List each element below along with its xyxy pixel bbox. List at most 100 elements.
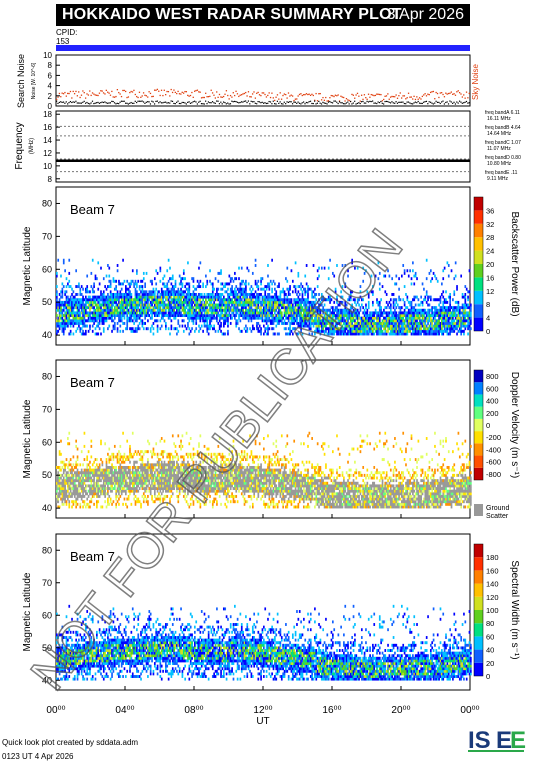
scatter-cell bbox=[213, 303, 215, 307]
sky-noise-point bbox=[260, 94, 262, 97]
scatter-cell bbox=[111, 487, 113, 490]
scatter-cell bbox=[414, 324, 417, 328]
scatter-cell bbox=[399, 311, 402, 315]
scatter-cell bbox=[278, 314, 280, 317]
scatter-cell bbox=[136, 282, 138, 286]
scatter-cell bbox=[358, 332, 360, 336]
scatter-cell bbox=[385, 332, 388, 336]
scatter-cell bbox=[405, 314, 407, 317]
scatter-cell bbox=[209, 306, 211, 310]
search-noise-point bbox=[79, 102, 81, 104]
sky-noise-point bbox=[69, 90, 72, 93]
sky-noise-point bbox=[463, 94, 465, 96]
scatter-cell bbox=[349, 314, 352, 317]
scatter-cell bbox=[286, 298, 289, 302]
scatter-cell bbox=[196, 295, 199, 299]
scatter-cell bbox=[113, 455, 116, 459]
scatter-cell bbox=[202, 303, 204, 307]
scatter-cell bbox=[89, 468, 91, 472]
scatter-cell bbox=[407, 329, 410, 333]
scatter-cell bbox=[406, 327, 409, 331]
scatter-cell bbox=[276, 321, 279, 325]
scatter-cell bbox=[254, 311, 257, 315]
scatter-cell bbox=[163, 306, 166, 310]
scatter-cell bbox=[224, 314, 227, 317]
search-noise-point bbox=[305, 101, 307, 104]
scatter-cell bbox=[454, 314, 457, 317]
scatter-cell bbox=[377, 314, 380, 317]
scatter-cell bbox=[62, 300, 65, 304]
search-noise-point bbox=[189, 102, 192, 104]
scatter-cell bbox=[127, 316, 130, 320]
scatter-cell bbox=[412, 324, 414, 328]
scatter-cell bbox=[217, 321, 220, 325]
search-noise-point bbox=[104, 101, 106, 103]
scatter-cell bbox=[86, 287, 89, 291]
scatter-cell bbox=[338, 314, 341, 317]
scatter-cell bbox=[60, 492, 62, 496]
scatter-cell bbox=[329, 258, 331, 262]
scatter-cell bbox=[344, 303, 347, 307]
scatter-cell bbox=[84, 308, 87, 312]
sky-noise-point bbox=[267, 94, 269, 97]
sky-noise-point bbox=[192, 96, 194, 98]
scatter-cell bbox=[447, 327, 450, 331]
scatter-cell bbox=[443, 306, 446, 310]
search-noise-point bbox=[225, 103, 227, 105]
scatter-cell bbox=[234, 298, 236, 302]
scatter-cell bbox=[78, 316, 80, 320]
scatter-cell bbox=[285, 306, 287, 310]
scatter-cell bbox=[202, 298, 204, 302]
scatter-cell bbox=[443, 329, 446, 333]
scatter-cell bbox=[387, 316, 389, 320]
scatter-cell bbox=[446, 332, 449, 336]
scatter-cell bbox=[468, 321, 471, 325]
scatter-cell bbox=[189, 329, 192, 333]
scatter-cell bbox=[267, 314, 269, 317]
scatter-cell bbox=[434, 332, 436, 336]
scatter-cell bbox=[238, 314, 240, 317]
scatter-cell bbox=[232, 314, 235, 317]
scatter-cell bbox=[251, 303, 254, 307]
scatter-cell bbox=[250, 319, 253, 323]
scatter-cell bbox=[380, 324, 382, 328]
scatter-cell bbox=[283, 321, 286, 325]
scatter-cell bbox=[384, 327, 387, 331]
scatter-cell bbox=[65, 458, 68, 462]
sky-noise-point bbox=[387, 93, 389, 95]
scatter-cell bbox=[131, 303, 134, 307]
scatter-cell bbox=[108, 465, 111, 469]
scatter-cell bbox=[240, 314, 243, 317]
scatter-cell bbox=[351, 329, 353, 333]
search-noise-point bbox=[296, 102, 298, 104]
scatter-cell bbox=[424, 327, 427, 331]
sky-noise-point bbox=[367, 93, 370, 95]
scatter-cell bbox=[329, 332, 331, 336]
scatter-cell bbox=[210, 311, 213, 315]
search-noise-point bbox=[214, 102, 216, 104]
scatter-cell bbox=[345, 324, 348, 328]
sky-noise-point bbox=[195, 89, 197, 92]
scatter-cell bbox=[445, 300, 447, 304]
search-noise-point bbox=[232, 101, 234, 103]
sky-noise-point bbox=[396, 97, 399, 99]
scatter-cell bbox=[428, 316, 431, 320]
scatter-cell bbox=[178, 274, 181, 278]
sky-noise-point bbox=[263, 92, 265, 94]
scatter-cell bbox=[109, 298, 112, 302]
scatter-cell bbox=[67, 324, 69, 328]
scatter-cell bbox=[326, 332, 329, 336]
scatter-cell bbox=[188, 290, 191, 294]
scatter-cell bbox=[234, 300, 236, 304]
scatter-cell bbox=[61, 319, 64, 323]
scatter-cell bbox=[391, 327, 394, 331]
scatter-cell bbox=[178, 298, 181, 302]
search-noise-point bbox=[102, 101, 105, 104]
scatter-cell bbox=[69, 314, 72, 317]
scatter-cell bbox=[439, 298, 442, 302]
scatter-cell bbox=[83, 489, 86, 493]
scatter-cell bbox=[436, 327, 439, 331]
scatter-cell bbox=[111, 489, 113, 493]
scatter-cell bbox=[205, 285, 207, 289]
scatter-cell bbox=[75, 471, 77, 475]
